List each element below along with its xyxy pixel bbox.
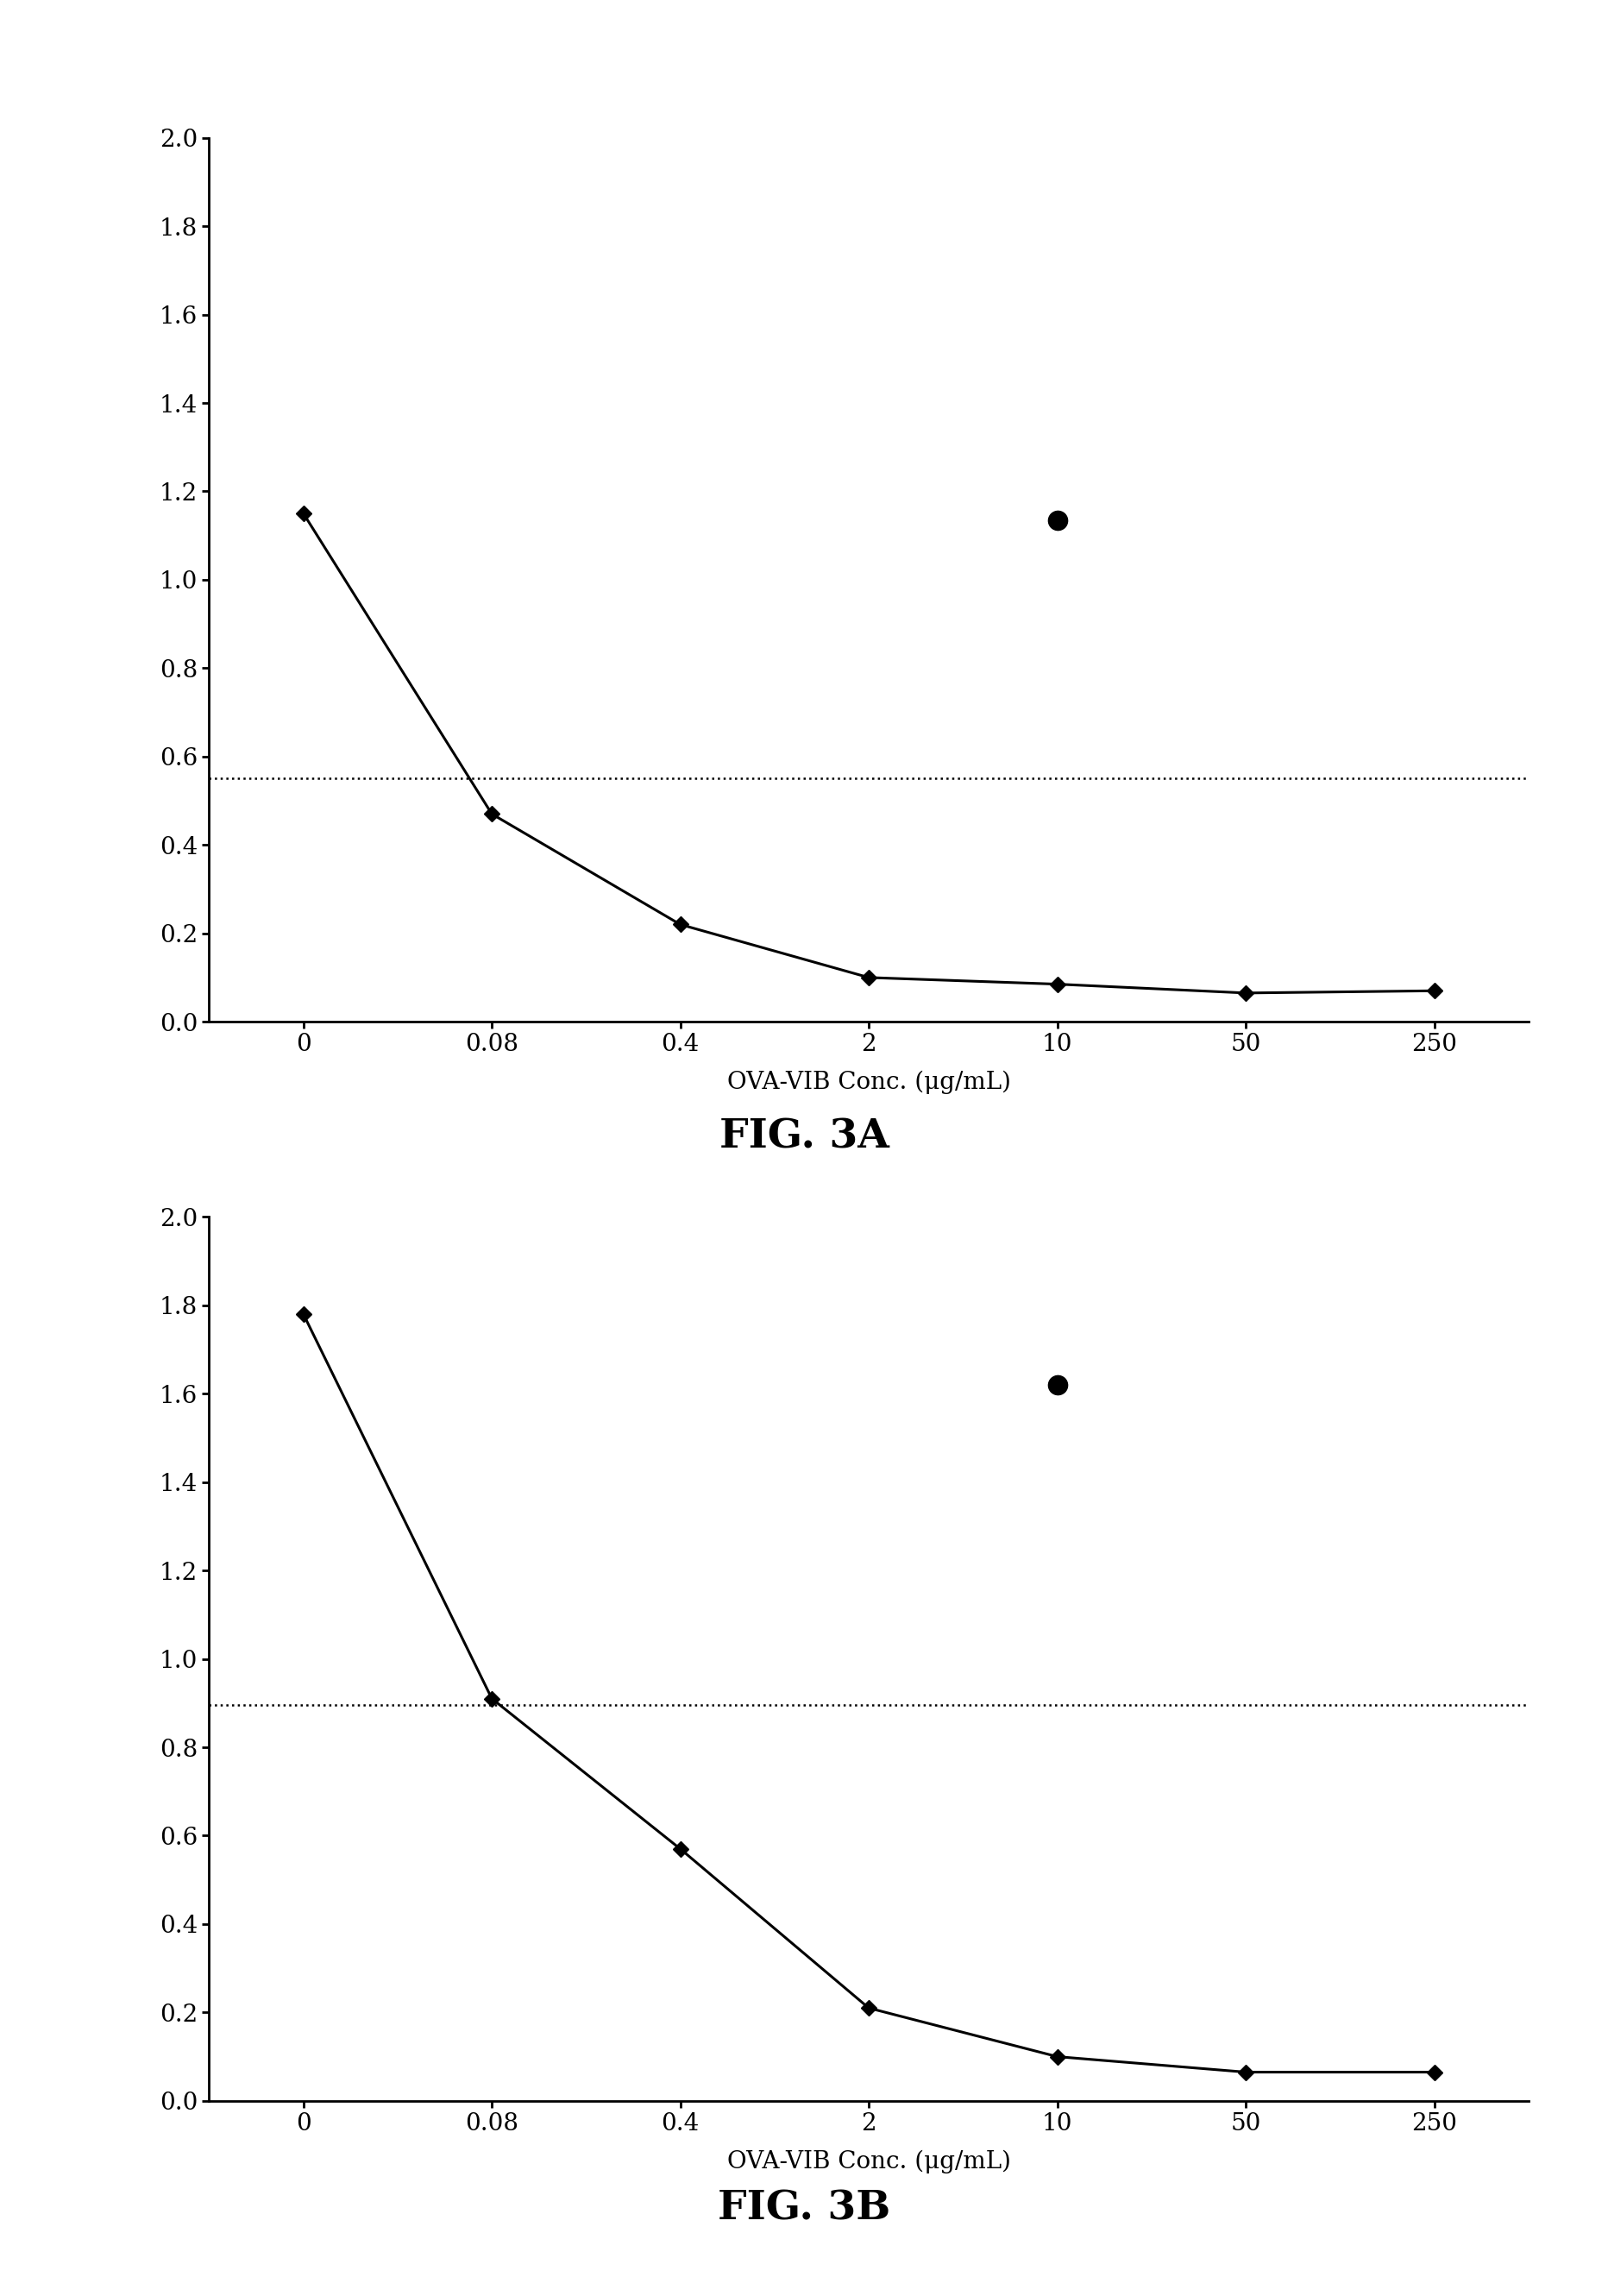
Text: FIG. 3A: FIG. 3A — [719, 1116, 889, 1157]
X-axis label: OVA-VIB Conc. (μg/mL): OVA-VIB Conc. (μg/mL) — [727, 1070, 1010, 1095]
Text: FIG. 3B: FIG. 3B — [717, 2188, 891, 2229]
X-axis label: OVA-VIB Conc. (μg/mL): OVA-VIB Conc. (μg/mL) — [727, 2149, 1010, 2174]
